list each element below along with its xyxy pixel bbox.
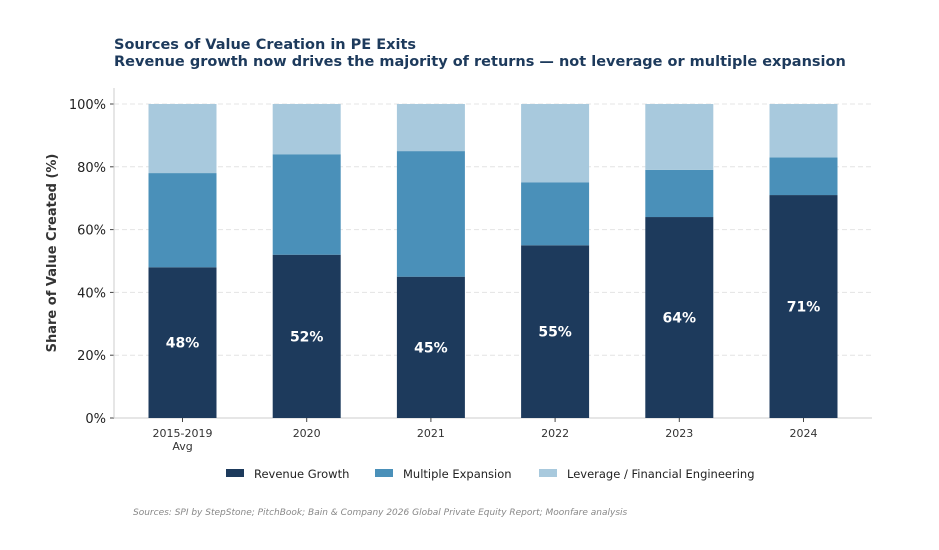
bar-revenue-growth bbox=[521, 245, 590, 418]
x-tick-label: Avg bbox=[172, 440, 192, 453]
x-tick-label: 2021 bbox=[417, 427, 445, 440]
bar-multiple-expansion bbox=[148, 173, 217, 268]
bar-leverage-financial-engineering bbox=[769, 104, 838, 158]
bar-leverage-financial-engineering bbox=[521, 104, 590, 183]
bar-revenue-growth bbox=[769, 195, 838, 418]
y-tick-label: 80% bbox=[77, 161, 106, 176]
data-label: 45% bbox=[414, 340, 448, 356]
legend-swatch bbox=[226, 469, 244, 477]
bar-revenue-growth bbox=[272, 254, 341, 418]
data-label: 64% bbox=[663, 311, 697, 327]
bar-revenue-growth bbox=[645, 217, 714, 418]
x-tick-label: 2020 bbox=[293, 427, 321, 440]
data-label: 55% bbox=[538, 325, 572, 341]
bar-leverage-financial-engineering bbox=[272, 104, 341, 155]
bar-leverage-financial-engineering bbox=[396, 104, 465, 152]
bar-multiple-expansion bbox=[272, 154, 341, 255]
y-tick-label: 60% bbox=[77, 224, 106, 239]
chart-subtitle: Revenue growth now drives the majority o… bbox=[114, 54, 846, 70]
y-tick-label: 20% bbox=[77, 349, 106, 364]
bar-multiple-expansion bbox=[396, 151, 465, 277]
x-tick-label: 2023 bbox=[665, 427, 693, 440]
bar-revenue-growth bbox=[148, 267, 217, 418]
bar-revenue-growth bbox=[396, 276, 465, 418]
x-tick-label: 2015-2019 bbox=[153, 427, 213, 440]
y-axis-label: Share of Value Created (%) bbox=[45, 154, 60, 353]
data-label: 52% bbox=[290, 329, 324, 345]
data-label: 48% bbox=[166, 336, 200, 352]
data-label: 71% bbox=[787, 300, 821, 316]
x-tick-label: 2024 bbox=[790, 427, 818, 440]
legend-swatch bbox=[375, 469, 393, 477]
bar-multiple-expansion bbox=[769, 157, 838, 196]
bar-multiple-expansion bbox=[645, 169, 714, 218]
bar-leverage-financial-engineering bbox=[645, 104, 714, 170]
bar-multiple-expansion bbox=[521, 182, 590, 246]
y-tick-label: 100% bbox=[69, 98, 106, 113]
legend-swatch bbox=[539, 469, 557, 477]
y-tick-label: 0% bbox=[85, 412, 106, 427]
legend-label: Revenue Growth bbox=[254, 467, 349, 481]
x-tick-label: 2022 bbox=[541, 427, 569, 440]
y-tick-label: 40% bbox=[77, 286, 106, 301]
legend-label: Multiple Expansion bbox=[403, 467, 512, 481]
bar-leverage-financial-engineering bbox=[148, 104, 217, 174]
legend-label: Leverage / Financial Engineering bbox=[567, 467, 755, 481]
chart-title: Sources of Value Creation in PE Exits bbox=[114, 37, 417, 53]
source-note: Sources: SPI by StepStone; PitchBook; Ba… bbox=[133, 508, 628, 518]
